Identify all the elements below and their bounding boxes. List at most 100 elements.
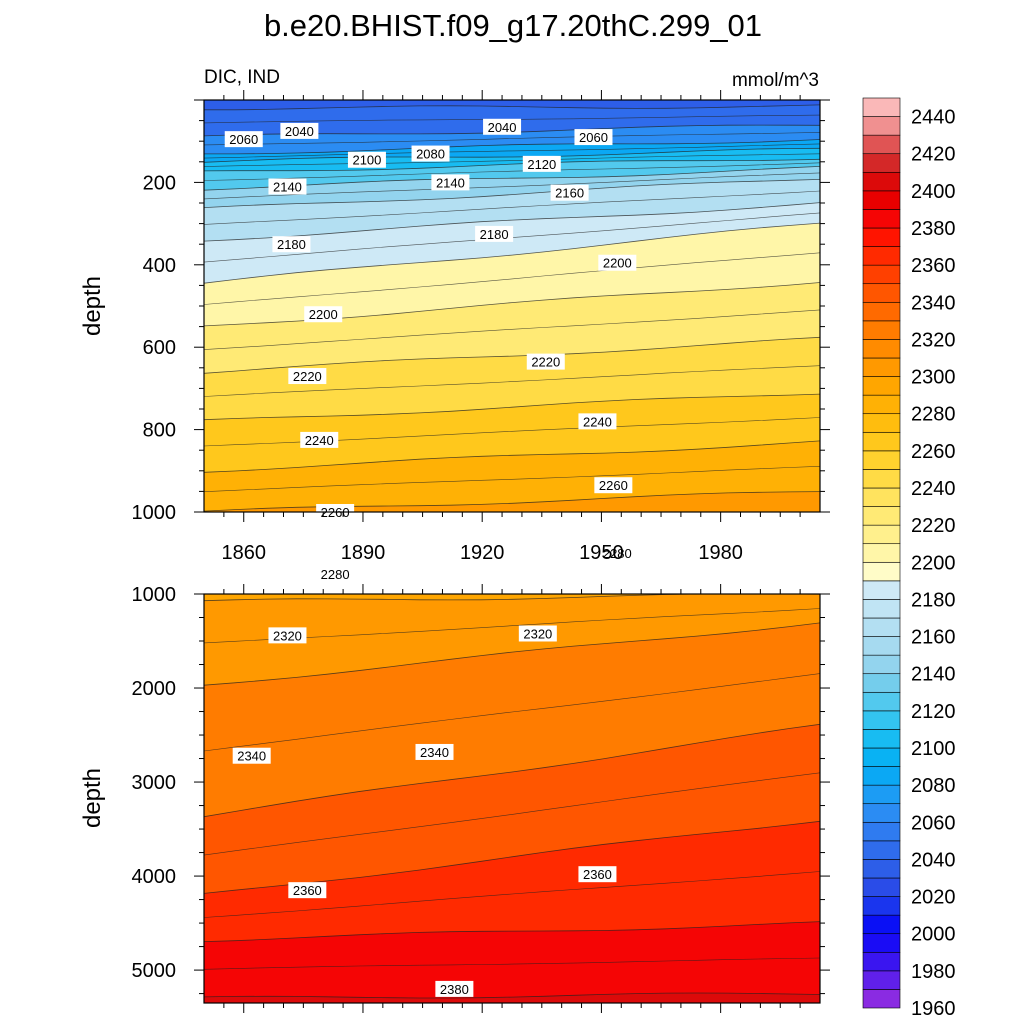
contour-line-2330: [204, 673, 820, 752]
contour-line-2150: [204, 172, 820, 200]
colorbar-tick-label: 2380: [911, 218, 956, 240]
contour-label: 2260: [599, 478, 628, 493]
colorbar-swatch: [862, 339, 901, 359]
contour-line-2100: [204, 147, 820, 163]
colorbar-swatch: [862, 636, 901, 656]
contour-label: 2280: [321, 567, 350, 582]
contour-label: 2340: [420, 745, 449, 760]
contour-label: 2360: [583, 867, 612, 882]
colorbar-swatch: [862, 877, 901, 897]
y-tick-label: 200: [143, 172, 176, 194]
contour-line-2310: [204, 608, 820, 644]
colorbar-swatch: [862, 487, 901, 507]
colorbar-swatch: [862, 264, 901, 285]
colorbar-tick-label: 2240: [911, 478, 956, 500]
contour-line-2380: [204, 921, 820, 942]
colorbar-tick-label: 2260: [911, 441, 956, 463]
colorbar-swatch: [862, 450, 901, 470]
x-tick-label: 1980: [698, 542, 743, 564]
contour-label-box: [316, 565, 355, 582]
colorbar-swatch: [862, 209, 901, 229]
contour-label: 2180: [277, 237, 306, 252]
contour-line-2180: [204, 202, 820, 242]
contour-label: 2220: [293, 369, 322, 384]
contour-band-2380: [204, 921, 820, 1003]
contour-label-box: [594, 477, 633, 494]
colorbar-swatch: [862, 784, 901, 805]
colorbar-tick-label: 2360: [911, 255, 956, 277]
colorbar-swatch: [862, 599, 901, 619]
contour-label: 2040: [488, 120, 517, 135]
colorbar-tick-label: 2020: [911, 887, 956, 909]
colorbar-tick-label: 2140: [911, 664, 956, 686]
contour-label: 2360: [293, 883, 322, 898]
contour-labels: 2060 2040 2100 2080 2040 2060 2120 2140 2140 2160…: [224, 118, 637, 582]
contour-label-box: [272, 236, 311, 253]
units-label: mmol/m^3: [732, 70, 819, 91]
contour-label: 2380: [440, 982, 469, 997]
contour-line-2370: [204, 871, 820, 918]
contour-band-2280: [204, 440, 820, 512]
colorbar-tick-label: 2400: [911, 181, 956, 203]
contour-label-box: [435, 980, 474, 997]
lower-depth-axis-label: depth: [79, 768, 106, 828]
y-tick-label: 3000: [132, 772, 177, 794]
colorbar-swatch: [862, 729, 901, 749]
contour-line-2250: [204, 365, 820, 397]
contour-label: 2220: [531, 355, 560, 370]
y-tick-label: 1000: [132, 502, 177, 524]
colorbar-swatch: [862, 153, 901, 173]
colorbar-tick-label: 2420: [911, 144, 956, 166]
contour-line-2040: [204, 104, 820, 111]
contour-line-2230: [204, 309, 820, 350]
y-tick-label: 1000: [132, 584, 177, 606]
colorbar-swatch: [862, 376, 901, 396]
contour-label-box: [411, 145, 450, 162]
x-tick-label: 1890: [341, 542, 386, 564]
y-tick-label: 600: [143, 337, 176, 359]
colorbar-swatch: [862, 989, 901, 1009]
contour-line-2090: [204, 143, 820, 159]
contour-label: 2140: [273, 180, 302, 195]
y-tick-label: 2000: [132, 678, 177, 700]
contour-label-box: [415, 743, 454, 760]
contour-label-box: [550, 184, 589, 201]
contour-label-box: [431, 174, 470, 191]
colorbar-swatch: [862, 190, 901, 210]
colorbar-tick-label: 2320: [911, 329, 956, 351]
colorbar-swatch: [862, 171, 901, 192]
contour-label-box: [475, 225, 514, 242]
colorbar-swatch: [862, 246, 901, 266]
colorbar-tick-label: 2160: [911, 627, 956, 649]
contour-line-2200: [204, 222, 820, 284]
contour-line-2320: [204, 622, 820, 686]
contour-line-2340: [204, 723, 820, 818]
contour-label: 2100: [352, 153, 381, 168]
contour-band-2400: [204, 993, 820, 1003]
colorbar-tick-label: 2040: [911, 849, 956, 871]
contour-label: 2140: [436, 175, 465, 190]
contour-label: 2180: [480, 227, 509, 242]
colorbar-swatch: [862, 710, 901, 730]
contour-line-2260: [204, 393, 820, 421]
contour-label-box: [280, 122, 319, 139]
colorbar-swatch: [862, 301, 901, 322]
colorbar-swatch: [862, 116, 901, 136]
contour-line-2070: [204, 132, 820, 146]
colorbar-swatch: [862, 524, 901, 545]
contour-label: 2200: [603, 256, 632, 271]
y-tick-label: 5000: [132, 960, 177, 982]
contour-label-box: [598, 254, 637, 271]
contour-line-2170: [204, 190, 820, 225]
colorbar-swatch: [862, 394, 901, 415]
y-tick-label: 800: [143, 420, 176, 442]
contour-label-box: [598, 545, 637, 562]
variable-label: DIC, IND: [204, 67, 280, 88]
colorbar-tick-label: 2280: [911, 404, 956, 426]
contour-label-box: [268, 627, 307, 644]
colorbar-tick-label: 1980: [911, 961, 956, 983]
colorbar-swatch: [862, 914, 901, 935]
contour-label-box: [268, 178, 307, 195]
x-tick-label: 1950: [579, 542, 624, 564]
colorbar-tick-label: 2000: [911, 924, 956, 946]
